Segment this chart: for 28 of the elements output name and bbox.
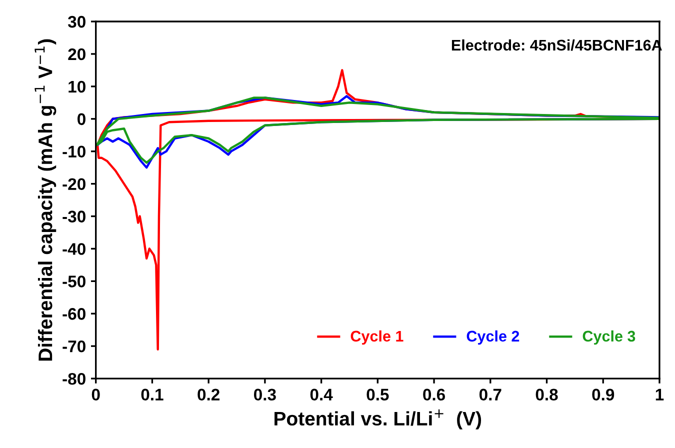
legend-label: Cycle 3 bbox=[582, 330, 636, 345]
y-tick-label: 20 bbox=[68, 48, 86, 60]
x-tick-label: 0.5 bbox=[366, 388, 389, 401]
y-tick-label: -50 bbox=[62, 276, 86, 288]
y-tick-label: 30 bbox=[68, 16, 86, 28]
y-tick-label: -40 bbox=[62, 243, 86, 255]
x-tick-label: 0.1 bbox=[141, 388, 164, 401]
x-tick-label: 0.6 bbox=[423, 388, 446, 401]
x-tick-label: 0.2 bbox=[198, 388, 220, 401]
x-tick-label: 1 bbox=[656, 388, 664, 400]
x-tick-label: 0.9 bbox=[592, 388, 614, 401]
y-axis-title: Differential capacity (mAh g$^{−1}$ V$^{−1}$) bbox=[34, 39, 56, 361]
x-tick-label: 0 bbox=[92, 388, 100, 401]
y-tick-label: -20 bbox=[62, 178, 86, 190]
x-axis-title: Potential vs. Li/Li$^{+}$ (V) bbox=[274, 409, 482, 430]
x-tick-label: 0.8 bbox=[536, 388, 558, 401]
y-tick-label: -80 bbox=[62, 372, 86, 385]
x-tick-label: 0.4 bbox=[310, 388, 333, 401]
x-tick-label: 0.3 bbox=[254, 388, 276, 401]
y-tick-label: -60 bbox=[62, 308, 86, 320]
y-tick-label: -70 bbox=[62, 340, 86, 352]
legend-label: Cycle 1 bbox=[350, 330, 404, 345]
y-tick-label: -10 bbox=[62, 146, 86, 158]
y-tick-label: 0 bbox=[78, 113, 86, 126]
x-tick-label: 0.7 bbox=[479, 388, 502, 401]
legend-label: Cycle 2 bbox=[466, 330, 520, 345]
y-tick-label: 10 bbox=[68, 80, 86, 93]
y-tick-label: -30 bbox=[62, 210, 86, 222]
